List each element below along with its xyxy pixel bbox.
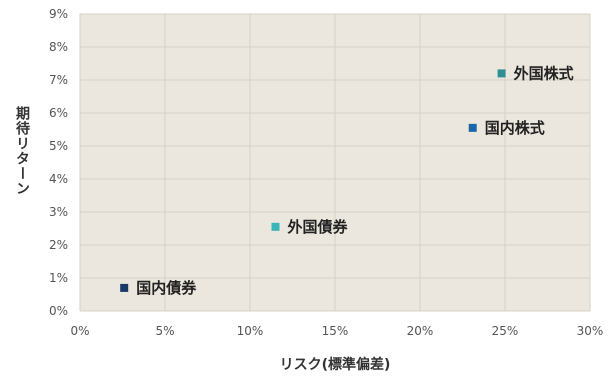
data-point-label: 外国債券 [287,218,349,236]
y-axis-title: 期待リターン [14,106,30,196]
y-tick-label: 8% [49,40,68,54]
y-tick-label: 9% [49,7,68,21]
y-tick-label: 7% [49,73,68,87]
data-point-label: 外国株式 [513,64,574,82]
x-tick-label: 10% [237,324,264,338]
x-tick-label: 0% [70,324,89,338]
x-tick-label: 5% [155,324,174,338]
data-point-label: 国内債券 [136,279,197,297]
data-point-marker [120,283,129,292]
x-tick-label: 25% [492,324,519,338]
y-tick-label: 1% [49,271,68,285]
y-tick-label: 2% [49,238,68,252]
x-tick-label: 20% [407,324,434,338]
grid-lines [79,13,591,312]
y-tick-label: 3% [49,205,68,219]
data-point-marker [497,69,506,78]
y-tick-label: 5% [49,139,68,153]
x-axis-title: リスク(標準偏差) [280,356,391,373]
x-tick-label: 15% [322,324,349,338]
y-tick-label: 6% [49,106,68,120]
data-point-marker [468,123,477,132]
data-point-label: 国内株式 [485,119,545,137]
data-points: 国内債券 外国債券 国内株式 外国株式 [120,64,574,297]
data-point-marker [271,222,280,231]
y-tick-label: 0% [49,304,68,318]
y-tick-label: 4% [49,172,68,186]
x-tick-labels: 0% 5% 10% 15% 20% 25% 30% [70,324,603,338]
y-tick-labels: 0% 1% 2% 3% 4% 5% 6% 7% 8% 9% [49,7,68,318]
x-tick-label: 30% [577,324,604,338]
